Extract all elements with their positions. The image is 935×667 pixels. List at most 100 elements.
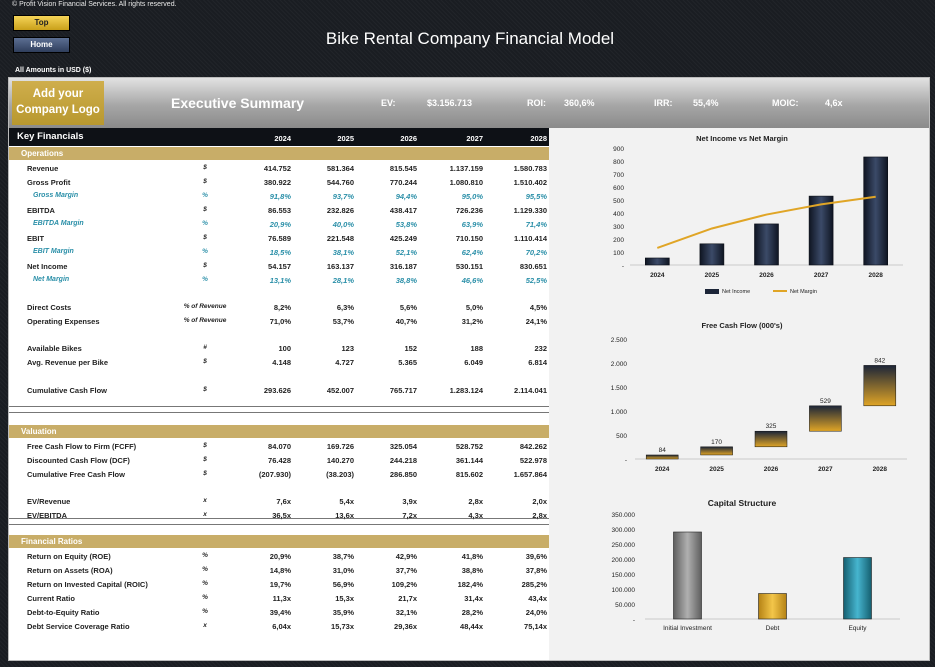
row-value: 91,8%	[269, 192, 291, 201]
net-income-bar	[808, 195, 834, 266]
row-value: 2,8x	[532, 511, 547, 520]
row-value: 1.110.414	[514, 234, 547, 243]
y-tick-label: 100.000	[612, 587, 636, 594]
x-tick-label: Equity	[848, 625, 867, 632]
row-value: 6,04x	[272, 622, 291, 631]
row-value: 4,5%	[529, 303, 547, 312]
row-value: 70,2%	[525, 248, 547, 257]
row-value: 63,9%	[461, 220, 483, 229]
fcf-chart-title: Free Cash Flow (000's)	[701, 321, 783, 330]
table-row: Gross Profit $380.922 544.760 770.244 1.080.…	[9, 176, 549, 189]
row-unit: $	[203, 358, 207, 365]
row-value: 4.148	[272, 358, 291, 367]
row-value: 6.814	[528, 358, 547, 367]
y-tick-label: 400	[613, 211, 624, 218]
row-label: Debt-to-Equity Ratio	[27, 608, 100, 617]
row-value: 109,2%	[391, 580, 417, 589]
y-tick-label: 100	[613, 250, 624, 257]
key-financials-title: Key Financials	[17, 131, 84, 142]
row-unit: $	[203, 234, 207, 241]
summary-band: Add your Company Logo Executive Summary …	[9, 78, 929, 128]
currency-note: All Amounts in USD ($)	[15, 67, 92, 74]
row-value: 815.545	[389, 164, 417, 173]
home-button[interactable]: Home	[13, 37, 70, 53]
row-value: 530.151	[455, 262, 483, 271]
x-tick-label: 2026	[759, 272, 774, 279]
y-tick-label: 800	[613, 159, 624, 166]
moic-label: MOIC:	[772, 98, 799, 108]
net-margin-line	[656, 195, 876, 249]
table-row: Revenue $414.752 581.364 815.545 1.137.159 1.…	[9, 162, 549, 175]
row-value: 52,5%	[525, 276, 547, 285]
table-row: Return on Assets (ROA)% 14,8% 31,0% 37,7% 38…	[9, 564, 549, 577]
table-row: Current Ratio% 11,3x 15,3x 21,7x 31,4x 43,4x	[9, 592, 549, 605]
row-value: 15,73x	[331, 622, 354, 631]
row-value: 765.717	[389, 386, 417, 395]
fcf-bar	[863, 365, 897, 407]
row-value: 13,1%	[269, 276, 291, 285]
x-tick-label: Debt	[766, 625, 780, 632]
row-label: Net Income	[27, 262, 68, 271]
table-row: EV/Revenue x 7,6x 5,4x 3,9x 2,8x 2,0x	[9, 495, 549, 508]
row-value: 28,2%	[461, 608, 483, 617]
row-label: Available Bikes	[27, 344, 82, 353]
row-value: 40,0%	[332, 220, 354, 229]
y-tick-label: 500	[616, 433, 627, 440]
y-tick-label: 1.500	[611, 385, 628, 392]
row-label: Gross Profit	[27, 178, 71, 187]
table-row: Return on Equity (ROE)% 20,9% 38,7% 42,9% 41…	[9, 550, 549, 563]
row-value: 20,9%	[269, 552, 291, 561]
fcf-bar	[809, 405, 842, 432]
row-value: 28,1%	[332, 276, 354, 285]
y-tick-label: 50.000	[615, 602, 635, 609]
capital-bar	[843, 557, 872, 620]
row-value: 35,9%	[332, 608, 354, 617]
y-tick-label: -	[622, 263, 624, 270]
roi-label: ROI:	[527, 98, 546, 108]
key-financials-table: Key Financials 2024 2025 2026 2027 2028 …	[9, 128, 549, 660]
row-value: 40,7%	[395, 317, 417, 326]
x-tick-label: 2028	[868, 272, 883, 279]
row-unit: x	[203, 622, 207, 629]
row-value: 438.417	[389, 206, 417, 215]
row-value: 123	[341, 344, 354, 353]
row-value: 425.249	[389, 234, 417, 243]
row-value: 14,8%	[269, 566, 291, 575]
top-button[interactable]: Top	[13, 15, 70, 31]
y-tick-label: 500	[613, 198, 624, 205]
section-label: Valuation	[21, 427, 57, 436]
capital-structure-chart: - 50.000 100.000 150.000 200.000 250.000 300.0…	[612, 512, 900, 632]
row-value: 20,9%	[269, 220, 291, 229]
row-value: 76.428	[268, 456, 291, 465]
row-label: Return on Invested Capital (ROIC)	[27, 580, 148, 589]
year-header: 2024	[274, 134, 291, 143]
row-value: 232	[534, 344, 547, 353]
table-row: Debt-to-Equity Ratio% 39,4% 35,9% 32,1% 28,2…	[9, 606, 549, 619]
moic-value: 4,6x	[825, 98, 843, 108]
row-value: 152	[404, 344, 417, 353]
row-value: 48,44x	[460, 622, 483, 631]
row-value: 285,2%	[521, 580, 547, 589]
row-value: 71,0%	[269, 317, 291, 326]
row-label: Free Cash Flow to Firm (FCFF)	[27, 442, 137, 451]
row-unit: %	[202, 608, 208, 615]
fcf-bar	[700, 446, 733, 456]
net-income-bar	[863, 156, 889, 266]
row-value: 31,4x	[464, 594, 483, 603]
row-value: 1.129.330	[513, 206, 547, 215]
y-tick-label: 300.000	[612, 527, 636, 534]
row-value: 544.760	[326, 178, 354, 187]
y-tick-label: 300	[613, 224, 624, 231]
row-value: 188	[470, 344, 483, 353]
row-value: 4.727	[335, 358, 354, 367]
row-value: 380.922	[263, 178, 291, 187]
fcf-bar	[645, 454, 679, 460]
row-value: 62,4%	[461, 248, 483, 257]
ev-value: $3.156.713	[427, 98, 473, 108]
row-unit: %	[202, 248, 208, 255]
row-value: 2,0x	[532, 497, 547, 506]
row-value: (207.930)	[258, 470, 291, 479]
row-value: 54.157	[268, 262, 291, 271]
row-value: 710.150	[455, 234, 483, 243]
y-tick-label: 2.500	[611, 337, 628, 344]
